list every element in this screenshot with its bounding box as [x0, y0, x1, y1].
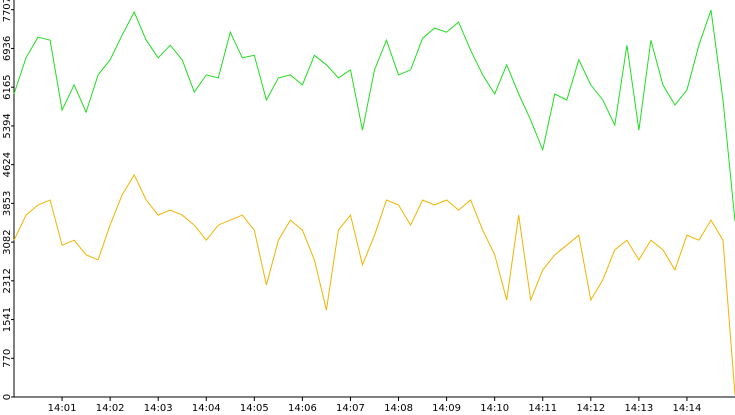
- x-tick-label: 14:01: [48, 403, 77, 414]
- x-tick-label: 14:12: [576, 403, 605, 414]
- x-tick-label: 14:10: [480, 403, 509, 414]
- x-tick-label: 14:02: [96, 403, 125, 414]
- line-series: [13, 9, 735, 222]
- y-tick-label: 0: [2, 394, 13, 400]
- y-tick-label: 6165: [2, 74, 13, 99]
- x-tick-label: 14:04: [192, 403, 221, 414]
- y-tick-label: 3082: [2, 229, 13, 254]
- y-tick-label: 770: [2, 349, 13, 368]
- y-tick-label: 2312: [2, 268, 13, 293]
- y-tick-label: 3853: [2, 191, 13, 216]
- y-tick-label: 4624: [2, 152, 13, 177]
- y-tick-label: 6936: [2, 36, 13, 61]
- x-tick-label: 14:09: [432, 403, 461, 414]
- line-series: [13, 173, 735, 396]
- x-tick-label: 14:05: [240, 403, 269, 414]
- x-tick-label: 14:14: [673, 403, 702, 414]
- y-tick-label: 7707: [2, 0, 13, 22]
- x-tick-label: 14:03: [144, 403, 173, 414]
- x-tick-label: 14:08: [384, 403, 413, 414]
- x-tick-label: 14:06: [288, 403, 317, 414]
- y-tick-label: 5394: [2, 113, 13, 138]
- x-tick-label: 14:13: [624, 403, 653, 414]
- x-tick-label: 14:07: [336, 403, 365, 414]
- x-tick-label: 14:11: [528, 403, 557, 414]
- y-tick-label: 1541: [2, 307, 13, 332]
